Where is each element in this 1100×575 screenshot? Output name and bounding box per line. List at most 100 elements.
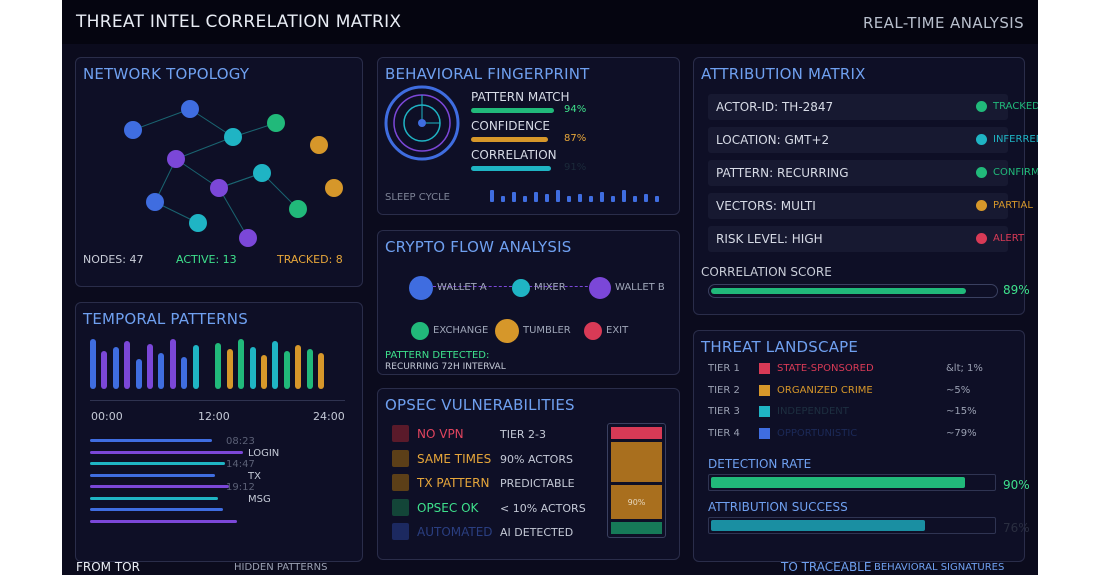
attribution-text: RISK LEVEL: HIGH	[716, 232, 823, 246]
activity-bar	[158, 353, 165, 389]
footer-hidden-patterns: HIDDEN PATTERNS	[234, 562, 328, 573]
timeline-time: 14:47	[226, 459, 255, 470]
flow-node	[589, 277, 611, 299]
opsec-desc: AI DETECTED	[500, 526, 574, 539]
correlation-score-value: 89%	[1003, 283, 1030, 297]
attribution-success-fill	[711, 520, 925, 531]
opsec-desc: 90% ACTORS	[500, 452, 573, 466]
attribution-text: VECTORS: MULTI	[716, 199, 816, 213]
sleep-bar	[611, 196, 615, 202]
sleep-bar	[578, 194, 582, 202]
attribution-row: RISK LEVEL: HIGH ALERT	[708, 226, 1024, 252]
topology-node	[239, 229, 257, 247]
tier-name: STATE-SPONSORED	[777, 363, 874, 374]
topology-node	[310, 136, 328, 154]
tier-pct: &lt; 1%	[946, 363, 983, 374]
opsec-desc: TIER 2-3	[500, 428, 547, 441]
timeline-bar	[90, 450, 243, 454]
footer-from-tor: FROM TOR	[76, 560, 140, 574]
realtime-label: REAL-TIME ANALYSIS	[862, 14, 1024, 32]
sleep-bar	[600, 192, 604, 202]
tier-name: OPPORTUNISTIC	[777, 427, 858, 439]
tier-label: TIER 3	[708, 406, 740, 417]
topology-node	[167, 150, 185, 168]
attribution-success-track	[708, 517, 996, 534]
vulnerability-stack: 90%	[607, 423, 666, 538]
topology-node	[253, 164, 271, 182]
sleep-bar	[523, 196, 527, 202]
timeline-bar	[90, 508, 223, 511]
metric-value: 91%	[564, 162, 587, 173]
active-count: ACTIVE: 13	[176, 253, 237, 266]
flow-node	[512, 279, 530, 297]
footer-behavioral-signatures: BEHAVIORAL SIGNATURES	[874, 562, 1005, 573]
detection-rate-value: 90%	[1003, 478, 1030, 492]
pattern-detected: PATTERN DETECTED:	[385, 350, 490, 361]
attribution-text: LOCATION: GMT+2	[716, 133, 830, 147]
status-dot	[976, 233, 987, 244]
timeline-bar	[90, 473, 215, 477]
metric-bar	[471, 137, 548, 142]
topology-node	[189, 214, 207, 232]
activity-bar	[192, 345, 199, 389]
opsec-swatch	[392, 523, 409, 540]
activity-bar	[238, 339, 245, 389]
dashboard: THREAT INTEL CORRELATION MATRIX REAL-TIM…	[62, 0, 1038, 575]
tier-pct: ~5%	[946, 384, 971, 396]
sleep-cycle-bars	[490, 186, 665, 202]
sleep-bar	[589, 196, 593, 202]
sleep-bar	[490, 190, 494, 202]
stack-segment-label: 90%	[611, 485, 662, 519]
tier-label: TIER 1	[708, 363, 740, 374]
activity-bar	[283, 351, 290, 389]
detection-rate-track	[708, 474, 996, 491]
flow-node-label: MIXER	[534, 282, 566, 293]
status-label: TRACKED	[993, 101, 1038, 112]
attribution-row: VECTORS: MULTI PARTIAL	[708, 193, 1033, 219]
tier-swatch	[759, 384, 770, 396]
activity-histogram	[90, 337, 350, 389]
timeline-bar	[90, 439, 212, 442]
metric-label: PATTERN MATCH	[471, 90, 570, 104]
status-label: PARTIAL	[993, 200, 1033, 211]
attribution-success-label: ATTRIBUTION SUCCESS	[708, 500, 848, 514]
tracked-count: TRACKED: 8	[277, 253, 343, 266]
activity-bar	[135, 359, 142, 389]
panel-title: OPSEC VULNERABILITIES	[385, 396, 575, 414]
footer-to-traceable: TO TRACEABLE	[781, 560, 872, 574]
header-bar: THREAT INTEL CORRELATION MATRIX REAL-TIM…	[62, 0, 1038, 44]
metric-label: CONFIDENCE	[471, 119, 551, 133]
sleep-bar	[622, 190, 626, 202]
topology-graph	[132, 108, 299, 239]
status-label: ALERT	[993, 233, 1025, 244]
flow-node	[584, 322, 602, 340]
topology-node	[267, 114, 285, 132]
flow-node-label: EXCHANGE	[433, 325, 489, 336]
network-topology-panel: NETWORK TOPOLOGY NODES: 47 ACTIVE: 13 TR…	[75, 57, 363, 287]
panel-title: BEHAVIORAL FINGERPRINT	[385, 65, 590, 83]
panel-title: CRYPTO FLOW ANALYSIS	[385, 238, 572, 256]
time-start: 00:00	[91, 410, 123, 423]
status-dot	[976, 167, 987, 178]
timeline-bar	[90, 485, 229, 488]
activity-bar	[226, 349, 233, 389]
topology-node	[146, 193, 164, 211]
radar-icon	[384, 85, 460, 161]
activity-bar	[295, 345, 302, 389]
metric-bar	[471, 108, 554, 113]
page-title: THREAT INTEL CORRELATION MATRIX	[76, 12, 402, 32]
opsec-swatch	[392, 425, 409, 442]
opsec-vulnerabilities-panel: OPSEC VULNERABILITIES NO VPN TIER 2-3 SAME…	[377, 388, 680, 560]
flow-node-label: WALLET A	[437, 282, 487, 293]
topology-node	[289, 200, 307, 218]
correlation-score-track	[708, 284, 998, 298]
attribution-row: LOCATION: GMT+2 INFERRED	[708, 127, 1038, 153]
activity-bar	[215, 343, 222, 389]
flow-node	[495, 319, 519, 343]
metric-value: 94%	[564, 104, 587, 115]
sleep-bar	[556, 190, 560, 202]
temporal-patterns-panel: TEMPORAL PATTERNS 00:00 12:00 24:00 08:2…	[75, 302, 363, 562]
timeline-bar	[90, 462, 225, 465]
activity-bar	[249, 347, 256, 389]
opsec-name: NO VPN	[417, 427, 464, 441]
